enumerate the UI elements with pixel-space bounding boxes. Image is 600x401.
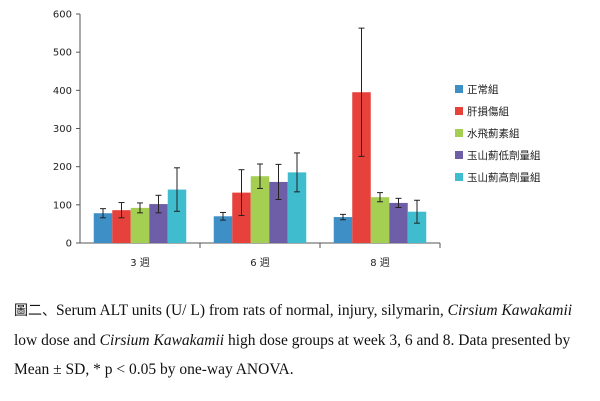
y-tick-label: 300: [53, 124, 72, 135]
legend-label: 玉山薊低劑量組: [467, 149, 541, 162]
bar: [149, 204, 168, 243]
legend-swatch: [455, 107, 463, 115]
y-tick-label: 500: [53, 48, 72, 59]
bar: [287, 172, 307, 243]
bar: [333, 217, 353, 243]
bar: [269, 181, 288, 243]
legend-swatch: [455, 129, 463, 137]
bar: [370, 197, 390, 243]
bar: [130, 207, 150, 243]
x-category-label: 3 週: [130, 257, 150, 269]
alt-bar-chart: 0 100 200 300 400 500 600 3 週 6 週 8 週 正常組肝損傷組水飛薊素組…: [53, 10, 541, 270]
figure-caption: 圖二、Serum ALT units (U/ L) from rats of n…: [14, 296, 594, 384]
bar: [389, 202, 408, 243]
legend-swatch: [455, 173, 463, 181]
bar: [167, 189, 187, 243]
legend-swatch: [455, 151, 463, 159]
bar: [232, 192, 251, 243]
x-category-label: 8 週: [370, 257, 390, 269]
caption-species-name: Cirsium Kawakamii: [99, 332, 225, 349]
bar: [250, 176, 270, 243]
legend-label: 肝損傷組: [467, 105, 509, 118]
bar: [213, 216, 233, 243]
bar: [352, 92, 371, 243]
x-category-label: 6 週: [250, 257, 270, 269]
legend-label: 玉山薊高劑量組: [467, 171, 541, 184]
y-tick-label: 200: [53, 162, 72, 173]
bar: [93, 213, 113, 243]
y-tick-label: 100: [53, 200, 72, 211]
y-tick-label: 0: [66, 239, 72, 250]
caption-segment: high dose groups at week 3, 6 and 8. Dat…: [14, 332, 571, 378]
legend-label: 正常組: [467, 83, 499, 96]
caption-segment: low dose and: [14, 332, 100, 349]
bar: [407, 211, 427, 243]
y-tick-label: 400: [53, 86, 72, 97]
caption-species-name: Cirsium Kawakamii: [447, 302, 573, 319]
caption-segment: Serum ALT units (U/ L) from rats of norm…: [56, 302, 448, 319]
legend-swatch: [455, 85, 463, 93]
caption-text: 圖二、Serum ALT units (U/ L) from rats of n…: [14, 296, 594, 384]
legend-label: 水飛薊素組: [467, 127, 520, 140]
bar: [112, 210, 131, 243]
caption-prefix: 圖二、: [14, 303, 56, 319]
y-tick-label: 600: [53, 10, 72, 21]
